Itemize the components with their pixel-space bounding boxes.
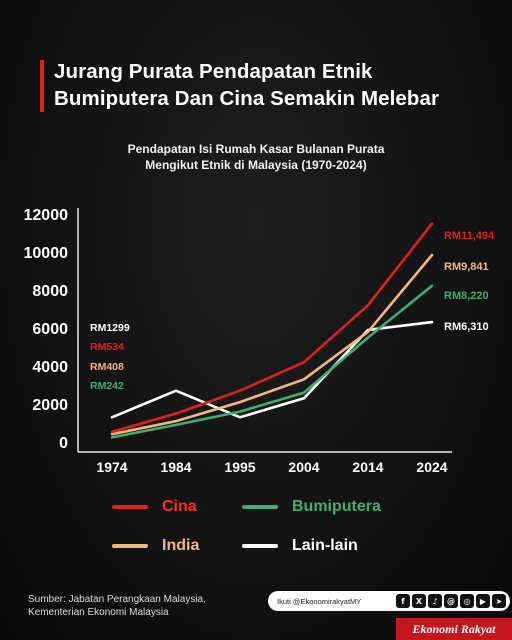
x-tick-label: 2014 bbox=[352, 459, 383, 475]
y-tick-label: 12000 bbox=[24, 207, 69, 224]
x-tick-label: 1974 bbox=[96, 459, 127, 475]
y-tick-label: 4000 bbox=[32, 359, 68, 376]
start-value-label-lain-lain: RM1299 bbox=[90, 322, 130, 334]
legend-swatch-cina bbox=[112, 505, 148, 509]
facebook-icon[interactable]: f bbox=[396, 594, 410, 608]
x-tick-label: 1995 bbox=[224, 459, 255, 475]
series-line-bumiputera bbox=[110, 284, 434, 439]
chart-subtitle-line-1: Pendapatan Isi Rumah Kasar Bulanan Purat… bbox=[127, 142, 385, 156]
end-value-label-cina: RM11,494 bbox=[444, 230, 495, 242]
end-value-label-india: RM9,841 bbox=[444, 261, 489, 273]
series-line-india bbox=[110, 253, 434, 436]
legend-label-india: India bbox=[162, 537, 200, 554]
legend-label-bumiputera: Bumiputera bbox=[292, 498, 381, 515]
legend-swatch-india bbox=[112, 544, 148, 548]
legend-label-lain-lain: Lain-lain bbox=[292, 537, 358, 554]
x-tick-label: 1984 bbox=[160, 459, 191, 475]
headline-line-2: Bumiputera Dan Cina Semakin Melebar bbox=[54, 87, 440, 110]
x-tick-label: 2024 bbox=[416, 459, 447, 475]
x-tick-label: 2004 bbox=[288, 459, 319, 475]
chart-subtitle-line-2: Mengikut Etnik di Malaysia (1970-2024) bbox=[145, 158, 367, 172]
instagram-icon[interactable]: ◎ bbox=[460, 594, 474, 608]
brand-logo: Ekonomi Rakyat bbox=[396, 618, 512, 640]
y-tick-label: 0 bbox=[59, 435, 68, 452]
social-follow-bar: Ikuti @EkonomirakyatMY f X ♪ @ ◎ ▶ ➤ bbox=[268, 591, 510, 611]
chart-subtitle: Pendapatan Isi Rumah Kasar Bulanan Purat… bbox=[0, 141, 512, 173]
social-icons: f X ♪ @ ◎ ▶ ➤ bbox=[394, 594, 506, 608]
telegram-icon[interactable]: ➤ bbox=[492, 594, 506, 608]
y-tick-label: 8000 bbox=[32, 283, 68, 300]
y-tick-label: 10000 bbox=[24, 245, 69, 262]
threads-icon[interactable]: @ bbox=[444, 594, 458, 608]
legend-item-bumiputera: Bumiputera bbox=[242, 498, 381, 516]
follow-handle[interactable]: Ikuti @EkonomirakyatMY bbox=[277, 596, 362, 606]
legend-swatch-lain-lain bbox=[242, 544, 278, 548]
youtube-icon[interactable]: ▶ bbox=[476, 594, 490, 608]
source-line-2: Kementerian Ekonomi Malaysia bbox=[28, 607, 169, 618]
source-line-1: Sumber: Jabatan Perangkaan Malaysia, bbox=[28, 594, 206, 605]
series-line-cina bbox=[110, 222, 434, 434]
legend-swatch-bumiputera bbox=[242, 505, 278, 509]
start-value-label-bumiputera: RM242 bbox=[90, 380, 124, 392]
legend-item-cina: Cina bbox=[112, 498, 197, 516]
source-note: Sumber: Jabatan Perangkaan Malaysia, Kem… bbox=[28, 593, 206, 619]
legend-label-cina: Cina bbox=[162, 498, 197, 515]
x-icon[interactable]: X bbox=[412, 594, 426, 608]
headline-line-1: Jurang Purata Pendapatan Etnik bbox=[54, 60, 373, 83]
headline: Jurang Purata Pendapatan Etnik Bumiputer… bbox=[40, 58, 480, 112]
tiktok-icon[interactable]: ♪ bbox=[428, 594, 442, 608]
end-value-label-bumiputera: RM8,220 bbox=[444, 290, 489, 302]
headline-accent-bar bbox=[40, 60, 44, 112]
legend-item-india: India bbox=[112, 537, 199, 555]
y-tick-label: 2000 bbox=[32, 397, 68, 414]
y-tick-label: 6000 bbox=[32, 321, 68, 338]
start-value-label-india: RM408 bbox=[90, 361, 124, 373]
start-value-label-cina: RM534 bbox=[90, 341, 124, 353]
end-value-label-lain-lain: RM6,310 bbox=[444, 321, 489, 333]
legend-item-lain-lain: Lain-lain bbox=[242, 537, 358, 555]
